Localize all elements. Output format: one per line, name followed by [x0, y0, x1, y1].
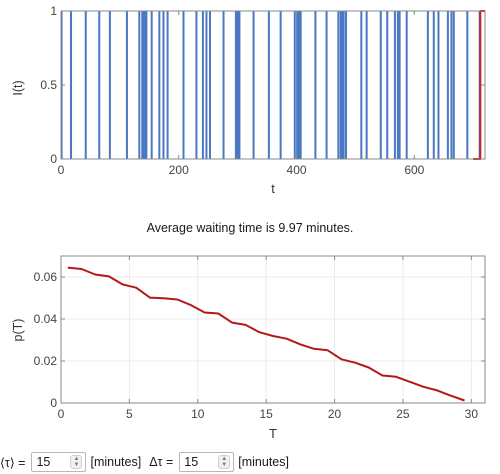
y-tick-label: 0.5	[40, 78, 57, 92]
x-axis-label: T	[269, 426, 277, 441]
tau-unit: [minutes]	[90, 455, 142, 469]
x-tick-label: 25	[396, 407, 410, 421]
tau-spinner[interactable]: 15 ▲ ▼	[31, 452, 87, 472]
tau-label: ⟨τ⟩ =	[0, 455, 26, 470]
y-axis-label: p(T)	[11, 319, 25, 342]
x-axis-label: t	[271, 181, 275, 196]
x-tick-label: 0	[58, 163, 65, 177]
y-tick-label: 0	[50, 152, 57, 166]
signal-plot: 0 200 400 600 0 0.5 1 I(t) t	[11, 4, 486, 196]
x-tick-label: 5	[126, 407, 133, 421]
y-tick-label: 1	[50, 4, 57, 18]
y-tick-label: 0.02	[34, 354, 58, 368]
dtau-label: Δτ =	[149, 455, 174, 469]
x-tick-label: 400	[287, 163, 307, 177]
up-down-chevron-icon[interactable]: ▲ ▼	[218, 455, 231, 469]
series-line	[67, 266, 465, 402]
y-tick-label: 0.06	[34, 270, 58, 284]
x-tick-label: 20	[328, 407, 342, 421]
waiting-time-distribution-plot: 0 5 10 15 20 25 30 0 0.02 0.04 0.06 p(T) T	[11, 255, 486, 441]
up-down-chevron-icon[interactable]: ▲ ▼	[70, 455, 83, 469]
x-tick-label: 30	[465, 407, 479, 421]
x-tick-label: 0	[58, 407, 65, 421]
x-tick-label: 15	[259, 407, 273, 421]
tau-value: 15	[36, 455, 51, 469]
average-waiting-time-text: Average waiting time is 9.97 minutes.	[146, 221, 354, 235]
y-tick-label: 0	[50, 396, 57, 410]
x-tick-label: 10	[191, 407, 205, 421]
plot-frame	[60, 255, 486, 404]
dtau-value: 15	[184, 455, 199, 469]
plot-frame	[60, 10, 486, 160]
dtau-spinner[interactable]: 15 ▲ ▼	[179, 452, 235, 472]
y-tick-label: 0.04	[34, 312, 58, 326]
y-axis-label: I(t)	[11, 80, 25, 95]
dtau-unit: [minutes]	[238, 455, 289, 469]
x-tick-label: 600	[404, 163, 424, 177]
controls-bar: ⟨τ⟩ = 15 ▲ ▼ [minutes] Δτ = 15 ▲ ▼ [minute…	[0, 451, 289, 473]
x-tick-label: 200	[169, 163, 189, 177]
